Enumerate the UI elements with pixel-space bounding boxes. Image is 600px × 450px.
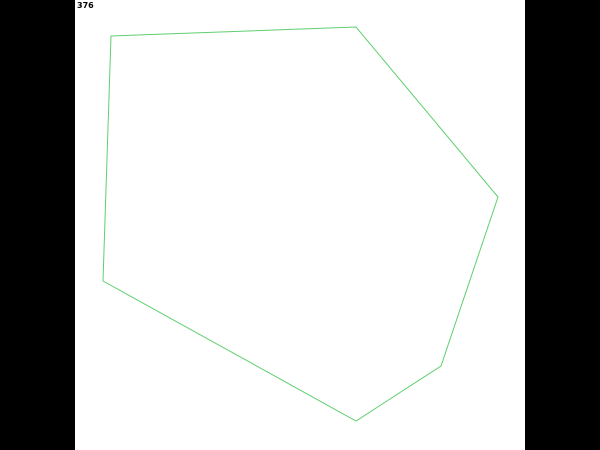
drawing-canvas: 376 bbox=[75, 0, 525, 450]
frame-counter-label: 376 bbox=[77, 1, 94, 10]
polygon-drawing bbox=[102, 26, 499, 422]
green-polygon-outline bbox=[102, 26, 499, 422]
